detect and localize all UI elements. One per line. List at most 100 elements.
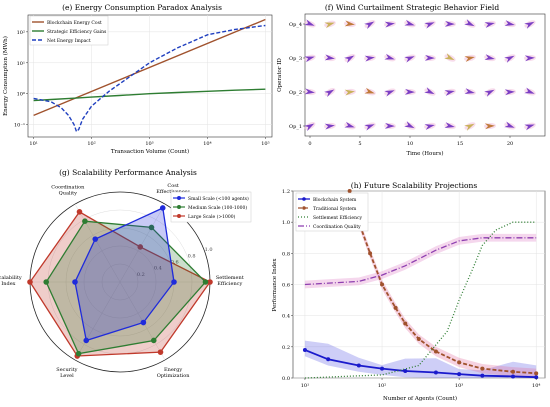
arrow-mark	[404, 56, 415, 63]
series-point	[347, 189, 352, 193]
legend-label: Large Scale (>1000)	[188, 213, 236, 220]
x-tick-label: 10²	[87, 141, 95, 147]
series-point	[457, 372, 462, 377]
y-tick-label: 0.6	[282, 283, 290, 289]
legend-marker	[302, 206, 306, 210]
radar-axis-label: Security Level	[56, 367, 77, 379]
radar-point	[83, 337, 90, 344]
legend-label: Blockchain Energy Cost	[47, 20, 102, 26]
y-tick-label: 0.2	[282, 345, 290, 351]
arrow-mark	[464, 19, 475, 27]
series-point	[380, 282, 385, 287]
panel-g-legend: Small Scale (<100 agents) Medium Scale (1…	[170, 191, 252, 223]
series-point	[368, 251, 373, 256]
arrow-mark	[524, 21, 535, 29]
panel-g: (g) Scalability Performance Analysis 0.2…	[0, 168, 252, 379]
panel-e: (e) Energy Consumption Paradox Analysis …	[2, 3, 273, 155]
arrow-mark	[424, 22, 435, 29]
x-tick-label: 20	[507, 141, 513, 147]
y-tick-label: 0.8	[282, 251, 290, 257]
arrow-mark	[404, 88, 415, 95]
arrow-mark	[364, 21, 375, 30]
panel-f-x-label: Time (Hours)	[406, 150, 443, 157]
radar-point	[72, 279, 78, 285]
series-point	[457, 360, 462, 365]
panel-g-title: (g) Scalability Performance Analysis	[59, 168, 197, 177]
radar-axis-label-line: Scalability	[0, 275, 22, 281]
legend-label: Coordination Quality	[313, 224, 361, 230]
panel-e-legend: Blockchain Energy Cost Strategic Efficien…	[29, 15, 109, 46]
arrow-mark	[344, 20, 355, 27]
radar-spoke	[74, 281, 121, 361]
radar-point	[159, 205, 166, 211]
panel-f-x-ticks: 0 5 10 15 20	[308, 136, 513, 147]
series-point	[326, 357, 331, 362]
series-point	[356, 363, 361, 368]
arrow-mark	[344, 55, 355, 64]
arrow-mark	[344, 121, 355, 128]
panel-h: (h) Future Scalability Projections 10¹ 10…	[272, 181, 546, 402]
arrow-mark	[504, 55, 515, 63]
series-line	[348, 190, 537, 375]
panel-h-title: (h) Future Scalability Projections	[351, 181, 478, 190]
arrow-mark	[464, 123, 475, 131]
arrow-mark	[484, 54, 495, 60]
arrow-mark	[524, 124, 535, 131]
arrow-mark	[504, 89, 515, 96]
radar-r-tick: 0.4	[154, 266, 162, 272]
radar-axis-label: ScalabilityIndex	[0, 275, 22, 287]
panel-h-grid	[293, 190, 545, 379]
arrow-mark	[484, 22, 495, 28]
arrow-mark	[344, 89, 355, 96]
y-tick-label: 1.0	[282, 220, 290, 226]
series-point	[416, 337, 421, 342]
radar-point	[148, 224, 155, 231]
radar-axis-label-line: Efficiency	[217, 281, 242, 287]
radar-point	[92, 236, 99, 242]
series-line	[33, 88, 266, 102]
radar-axis-label-line: Cost	[167, 183, 178, 189]
series-point	[480, 366, 485, 371]
radar-spoke	[74, 203, 121, 283]
confidence-band	[304, 340, 537, 378]
series-line	[304, 349, 537, 379]
radar-axis-label-line: Security	[56, 367, 77, 373]
series-point	[433, 370, 438, 375]
radar-point	[140, 319, 147, 326]
legend-label: Settlement Efficiency	[313, 215, 362, 221]
x-tick-label: 10⁴	[532, 383, 540, 389]
series-point	[534, 375, 539, 380]
x-tick-label: 10⁵	[261, 141, 269, 147]
radar-r-tick: 0.2	[137, 272, 145, 278]
arrow-mark	[304, 19, 315, 26]
arrow-mark	[304, 56, 315, 63]
radar-point	[150, 337, 157, 344]
arrow-mark	[384, 122, 395, 129]
arrow-mark	[464, 88, 475, 94]
y-tick-label: Op_3	[289, 56, 302, 62]
arrow-mark	[504, 20, 515, 26]
arrow-mark	[504, 121, 515, 128]
radar-point	[43, 279, 49, 285]
radar-r-tick: 0.8	[188, 253, 196, 259]
radar-axis-label: Settlement Efficiency	[216, 275, 244, 287]
series-point	[403, 368, 408, 373]
arrow-mark	[524, 55, 535, 62]
panel-e-x-label: Transaction Volume (Count)	[111, 148, 189, 155]
y-tick-label: 10⁰	[17, 92, 25, 98]
radar-axis-label: Coordination Quality	[51, 185, 85, 197]
legend-label: Net Energy Impact	[47, 38, 91, 44]
legend-label: Blockchain System	[313, 197, 357, 203]
radar-point	[207, 279, 213, 285]
arrow-mark	[464, 56, 475, 62]
arrow-mark	[444, 20, 455, 27]
arrow-mark	[324, 123, 335, 130]
radar-point	[75, 350, 82, 357]
panel-e-x-ticks: 10¹ 10² 10³ 10⁴ 10⁵	[29, 137, 270, 147]
arrow-mark	[444, 122, 455, 128]
radar-point	[76, 209, 83, 215]
arrow-mark	[384, 90, 395, 97]
panel-f-y-ticks: Op_1 Op_2 Op_3 Op_4	[289, 22, 305, 130]
series-point	[534, 371, 539, 376]
x-tick-label: 10¹	[29, 141, 37, 147]
